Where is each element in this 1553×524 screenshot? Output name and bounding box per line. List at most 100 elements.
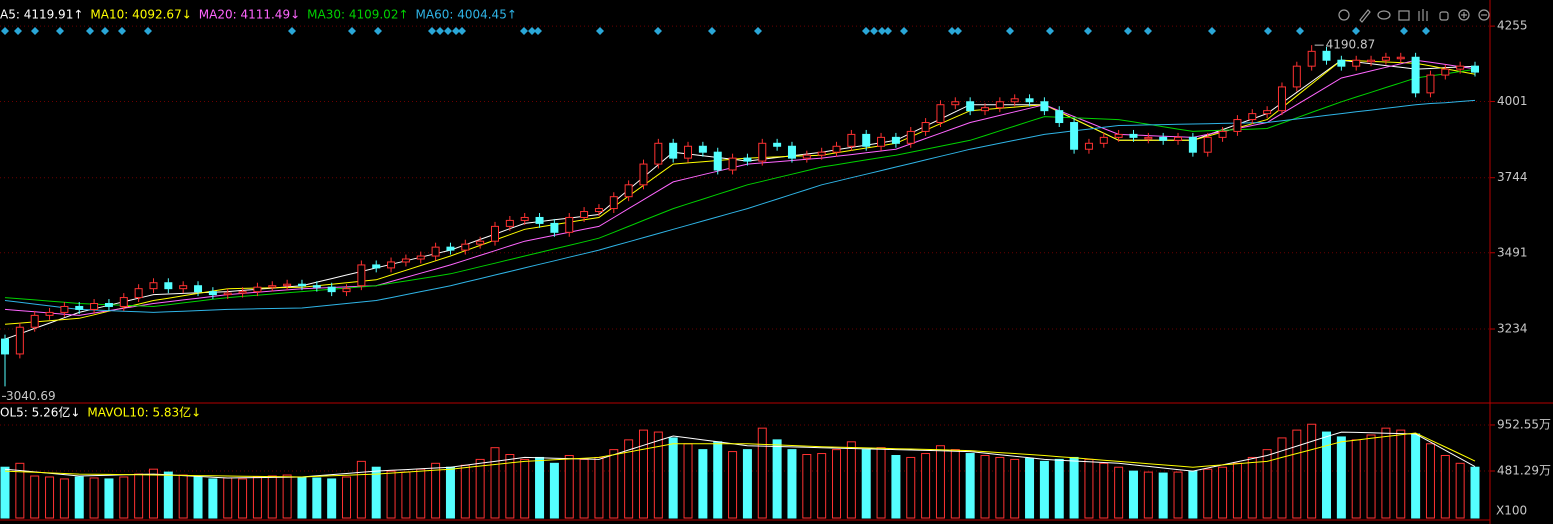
- volume-bar: [1351, 439, 1361, 519]
- event-marker: [1352, 27, 1360, 35]
- event-marker: [1400, 27, 1408, 35]
- volume-bar: [594, 456, 604, 519]
- candle-body: [1174, 136, 1183, 141]
- candle-body: [1233, 119, 1242, 132]
- candle-body: [372, 264, 381, 269]
- legend-item: MA60: 4004.45↑: [416, 8, 517, 22]
- candle-body: [357, 264, 366, 287]
- event-marker: [31, 27, 39, 35]
- candle-body: [1381, 56, 1390, 61]
- candle-body: [684, 145, 693, 159]
- candle-body: [1188, 136, 1197, 153]
- delete-icon[interactable]: [1398, 10, 1410, 21]
- volume-bar: [1440, 454, 1450, 519]
- volume-bar: [0, 466, 10, 519]
- candle-body: [1411, 56, 1420, 94]
- legend-item: A5: 4119.91↑: [0, 8, 83, 22]
- candle-body: [1248, 113, 1257, 121]
- event-marker: [884, 27, 892, 35]
- event-marker: [144, 27, 152, 35]
- lock-icon[interactable]: [1439, 11, 1449, 21]
- volume-bar: [267, 475, 277, 519]
- eye-icon[interactable]: [1377, 10, 1391, 20]
- candle-body: [936, 104, 945, 124]
- volume-bar: [208, 478, 218, 519]
- volume-bar: [950, 449, 960, 519]
- candle-body: [1159, 136, 1168, 141]
- volume-bar: [282, 474, 292, 519]
- volume-bar: [1203, 468, 1213, 519]
- candle-body: [580, 211, 589, 218]
- volume-bar: [638, 429, 648, 519]
- volume-bar: [995, 456, 1005, 519]
- volume-bar: [1411, 433, 1421, 519]
- event-marker: [348, 27, 356, 35]
- candle-body: [787, 145, 796, 159]
- legend-item: MAVOL10: 5.83亿↓: [87, 405, 201, 420]
- candle-body: [906, 130, 915, 144]
- volume-bar: [1396, 429, 1406, 519]
- candle-body: [461, 243, 470, 251]
- volume-bar: [713, 441, 723, 519]
- candle-body: [1203, 136, 1212, 153]
- candle-body: [446, 246, 455, 251]
- event-marker: [878, 27, 886, 35]
- event-marker: [428, 27, 436, 35]
- candle-body: [1025, 98, 1034, 103]
- volume-bar: [1277, 437, 1287, 519]
- volume-bar: [327, 478, 337, 519]
- candle-body: [75, 305, 84, 310]
- volume-bar: [134, 473, 144, 519]
- volume-bar: [252, 476, 262, 519]
- zoom-in-plus: [1461, 12, 1467, 18]
- volume-bar: [505, 454, 515, 519]
- event-marker: [1296, 27, 1304, 35]
- volume-bar: [1381, 427, 1391, 519]
- candle-body: [30, 314, 39, 328]
- volume-bar: [846, 441, 856, 519]
- hand-icon[interactable]: [1418, 9, 1428, 21]
- volume-bar: [921, 453, 931, 519]
- draw-icon[interactable]: [1359, 9, 1371, 23]
- candle-body: [1456, 65, 1465, 70]
- volume-bar: [74, 476, 84, 519]
- candle-body: [476, 240, 485, 245]
- candle-body: [119, 297, 128, 307]
- candle-body: [802, 154, 811, 159]
- volume-bar: [1322, 431, 1332, 519]
- event-marker: [596, 27, 604, 35]
- candle-body: [654, 142, 663, 165]
- event-marker: [1046, 27, 1054, 35]
- y-tick-label: 3234: [1497, 322, 1528, 336]
- volume-bar: [935, 445, 945, 519]
- y-tick-label: 4001: [1497, 94, 1528, 108]
- event-marker: [900, 27, 908, 35]
- candle-body: [223, 292, 232, 296]
- volume-bar: [238, 478, 248, 519]
- candle-body: [1, 338, 9, 355]
- volume-bar: [178, 474, 188, 519]
- candle-body: [491, 225, 499, 242]
- event-marker: [534, 27, 542, 35]
- volume-bar: [1218, 466, 1228, 519]
- volume-bar: [1470, 466, 1480, 519]
- settings-icon[interactable]: [1338, 9, 1350, 21]
- volume-bar: [1128, 470, 1138, 519]
- volume-bar: [772, 439, 782, 519]
- volume-bar: [728, 451, 738, 519]
- event-marker: [654, 27, 662, 35]
- volume-bar: [223, 477, 233, 519]
- event-marker: [374, 27, 382, 35]
- zoom-in-icon[interactable]: [1458, 9, 1470, 21]
- candle-body: [297, 283, 306, 287]
- volume-bar: [312, 477, 322, 519]
- volume-bar: [906, 456, 916, 519]
- zoom-out-icon[interactable]: [1478, 9, 1490, 21]
- volume-bar: [445, 466, 455, 519]
- event-marker: [862, 27, 870, 35]
- event-marker: [1, 27, 9, 35]
- candle-body: [268, 285, 277, 288]
- volume-bar: [401, 471, 411, 519]
- candle-body: [1010, 98, 1019, 103]
